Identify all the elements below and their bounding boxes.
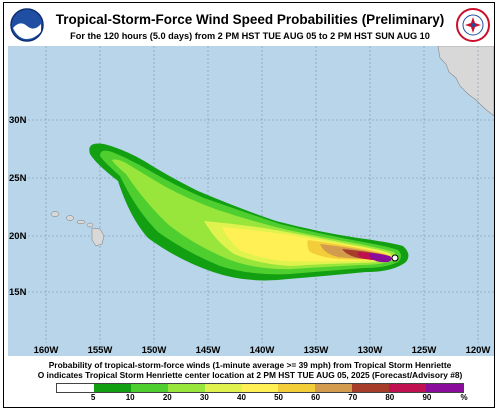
probability-map: 30N 25N 20N 15N 160W 155W 150W 145W 140W…: [8, 46, 494, 356]
storm-center-marker: [391, 254, 399, 262]
lat-label: 15N: [9, 287, 27, 298]
swath-90-plus: [369, 253, 392, 263]
hawaiian-islands: [50, 211, 105, 247]
lon-label: 120W: [466, 345, 491, 356]
legend-label: 30: [199, 393, 209, 402]
legend-label: 90: [422, 393, 432, 402]
lon-label: 155W: [88, 345, 113, 356]
legend-swatch: [352, 384, 390, 392]
probability-swaths: [89, 143, 409, 281]
legend-swatch: [130, 384, 168, 392]
legend-swatch: [204, 384, 242, 392]
legend-label: 20: [162, 393, 172, 402]
longitude-labels: 160W 155W 150W 145W 140W 135W 130W 125W …: [34, 345, 491, 356]
legend-label: 80: [385, 393, 395, 402]
lon-label: 160W: [34, 345, 59, 356]
chart-title: Tropical-Storm-Force Wind Speed Probabil…: [55, 12, 445, 27]
national-weather-service-logo: [456, 8, 490, 42]
lat-label: 30N: [9, 115, 27, 126]
lon-label: 150W: [142, 345, 167, 356]
legend-swatch: [315, 384, 353, 392]
legend-swatch: [426, 384, 463, 392]
latitude-labels: 30N 25N 20N 15N: [9, 115, 27, 298]
footer-location-note: O indicates Tropical Storm Henriette cen…: [37, 370, 463, 380]
lat-label: 20N: [9, 231, 27, 242]
lat-label: 25N: [9, 173, 27, 184]
legend-label: 70: [348, 393, 358, 402]
lon-label: 145W: [196, 345, 221, 356]
legend-swatch: [57, 384, 94, 392]
legend-label: 5: [90, 393, 96, 402]
legend-label: 60: [311, 393, 321, 402]
ocean: [8, 46, 494, 356]
legend-label: %: [460, 393, 468, 402]
legend-swatch: [389, 384, 427, 392]
lon-label: 125W: [412, 345, 437, 356]
noaa-logo: [10, 8, 44, 42]
lon-label: 135W: [304, 345, 329, 356]
lon-label: 130W: [358, 345, 383, 356]
legend-label: 10: [125, 393, 135, 402]
figure-frame: [3, 2, 495, 408]
north-america-land: [437, 46, 494, 117]
legend-swatch: [278, 384, 316, 392]
legend-label: 50: [274, 393, 283, 402]
probability-color-scale: [56, 383, 464, 393]
chart-subtitle: For the 120 hours (5.0 days) from 2 PM H…: [70, 31, 430, 41]
legend-swatch: [167, 384, 205, 392]
legend-swatch: [93, 384, 131, 392]
probability-scale-labels: 5 10 20 30 40 50 60 70 80 90%: [56, 393, 468, 405]
legend-swatch: [241, 384, 279, 392]
lon-label: 140W: [250, 345, 275, 356]
longitude-label-band: [8, 343, 494, 356]
legend-label: 40: [237, 393, 246, 402]
footer-description: Probability of tropical-storm-force wind…: [48, 360, 452, 370]
